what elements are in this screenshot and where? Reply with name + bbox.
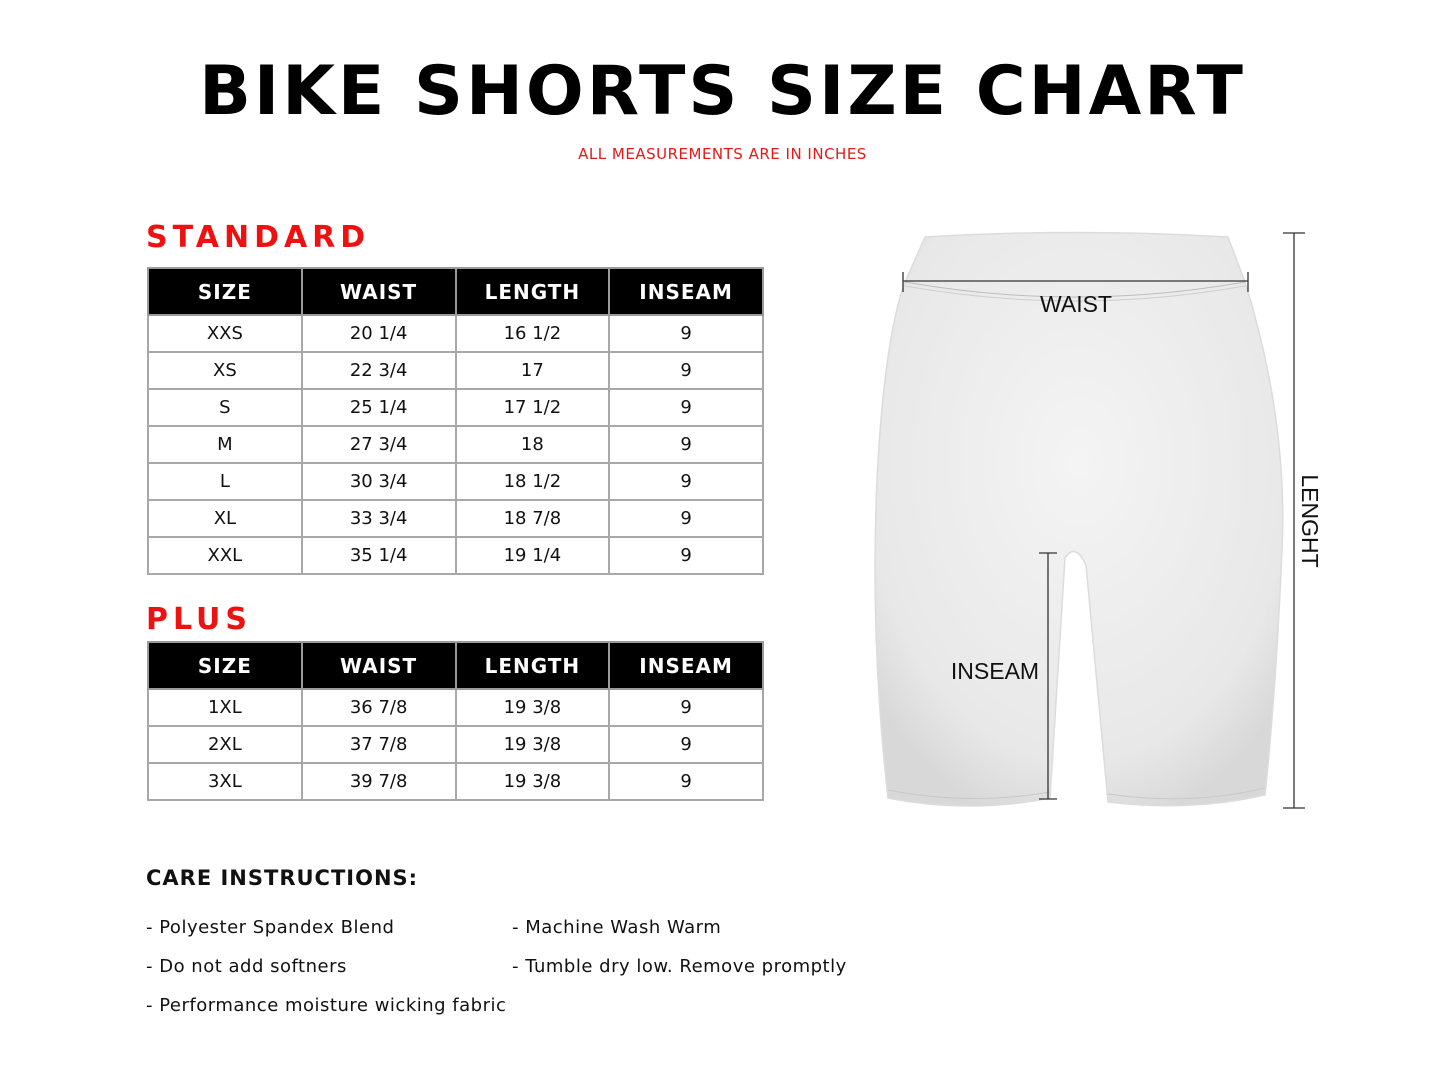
waist-measure-line (902, 272, 1249, 292)
table-row: 1XL 36 7/8 19 3/8 9 (147, 688, 764, 727)
page-title: BIKE SHORTS SIZE CHART (199, 52, 1246, 131)
column-header: WAIST (300, 641, 457, 690)
table-cell: 33 3/4 (300, 499, 457, 538)
table-cell: 16 1/2 (454, 314, 611, 353)
column-header: INSEAM (608, 641, 764, 690)
table-cell: 25 1/4 (300, 388, 457, 427)
care-heading: CARE INSTRUCTIONS: (146, 866, 419, 890)
plus-table: SIZE WAIST LENGTH INSEAM 1XL 36 7/8 19 3/8… (147, 641, 764, 801)
shorts-illustration (874, 231, 1284, 807)
table-cell: 17 1/2 (454, 388, 611, 427)
table-cell: 3XL (147, 762, 303, 801)
table-cell: 9 (608, 725, 764, 764)
table-row: L 30 3/4 18 1/2 9 (147, 462, 764, 501)
inseam-label: INSEAM (951, 658, 1039, 684)
table-row: 2XL 37 7/8 19 3/8 9 (147, 725, 764, 764)
care-item: - Tumble dry low. Remove promptly (512, 956, 847, 977)
table-cell: 22 3/4 (300, 351, 457, 390)
column-header: LENGTH (454, 267, 611, 316)
care-item: - Polyester Spandex Blend (146, 917, 395, 938)
table-cell: 30 3/4 (300, 462, 457, 501)
table-cell: 9 (608, 314, 764, 353)
table-cell: 18 (454, 425, 611, 464)
length-measure-line (1283, 232, 1305, 809)
table-cell: XXS (147, 314, 303, 353)
table-row: XS 22 3/4 17 9 (147, 351, 764, 390)
table-row: 3XL 39 7/8 19 3/8 9 (147, 762, 764, 801)
table-row: S 25 1/4 17 1/2 9 (147, 388, 764, 427)
header-row: SIZE WAIST LENGTH INSEAM (147, 641, 764, 690)
length-label: LENGHT (1297, 474, 1323, 567)
plus-heading: PLUS (146, 602, 253, 637)
subtitle: ALL MEASUREMENTS ARE IN INCHES (578, 145, 867, 163)
table-cell: 1XL (147, 688, 303, 727)
table-cell: XXL (147, 536, 303, 575)
table-cell: 18 1/2 (454, 462, 611, 501)
column-header: SIZE (147, 267, 303, 316)
table-cell: 17 (454, 351, 611, 390)
table-cell: 9 (608, 688, 764, 727)
care-item: - Do not add softners (146, 956, 347, 977)
table-cell: M (147, 425, 303, 464)
table-cell: S (147, 388, 303, 427)
table-row: XXS 20 1/4 16 1/2 9 (147, 314, 764, 353)
care-item: - Performance moisture wicking fabric (146, 995, 507, 1016)
column-header: LENGTH (454, 641, 611, 690)
table-cell: 19 1/4 (454, 536, 611, 575)
table-row: M 27 3/4 18 9 (147, 425, 764, 464)
table-cell: 9 (608, 762, 764, 801)
column-header: WAIST (300, 267, 457, 316)
table-cell: 20 1/4 (300, 314, 457, 353)
table-cell: XS (147, 351, 303, 390)
table-row: XXL 35 1/4 19 1/4 9 (147, 536, 764, 575)
care-item: - Machine Wash Warm (512, 917, 722, 938)
waist-label: WAIST (1040, 291, 1112, 317)
table-row: XL 33 3/4 18 7/8 9 (147, 499, 764, 538)
table-cell: XL (147, 499, 303, 538)
table-cell: 19 3/8 (454, 725, 611, 764)
column-header: INSEAM (608, 267, 764, 316)
inseam-measure-line (1039, 552, 1057, 800)
table-cell: 9 (608, 499, 764, 538)
table-cell: L (147, 462, 303, 501)
table-cell: 9 (608, 351, 764, 390)
column-header: SIZE (147, 641, 303, 690)
header-row: SIZE WAIST LENGTH INSEAM (147, 267, 764, 316)
table-cell: 19 3/8 (454, 762, 611, 801)
standard-table: SIZE WAIST LENGTH INSEAM XXS 20 1/4 16 1/2… (147, 267, 764, 575)
table-cell: 18 7/8 (454, 499, 611, 538)
table-cell: 27 3/4 (300, 425, 457, 464)
table-cell: 37 7/8 (300, 725, 457, 764)
table-cell: 35 1/4 (300, 536, 457, 575)
table-cell: 2XL (147, 725, 303, 764)
table-cell: 9 (608, 536, 764, 575)
table-cell: 19 3/8 (454, 688, 611, 727)
table-cell: 9 (608, 388, 764, 427)
table-cell: 39 7/8 (300, 762, 457, 801)
table-cell: 9 (608, 462, 764, 501)
standard-heading: STANDARD (146, 220, 371, 255)
table-cell: 36 7/8 (300, 688, 457, 727)
table-cell: 9 (608, 425, 764, 464)
